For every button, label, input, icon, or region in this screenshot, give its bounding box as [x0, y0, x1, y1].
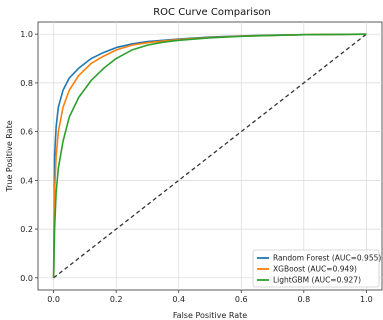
- series-line-2: [52, 33, 367, 278]
- x-axis-label: False Positive Rate: [173, 311, 247, 320]
- reference-line-group: [53, 33, 367, 279]
- y-tick-label: 1.0: [20, 30, 33, 39]
- y-tick-label: 0.0: [20, 274, 33, 283]
- legend: Random Forest (AUC=0.955) XGBoost (AUC=0.…: [252, 249, 381, 288]
- x-tick-label: 0.4: [172, 295, 185, 304]
- legend-label-1: XGBoost (AUC=0.949): [273, 265, 357, 274]
- y-axis-label: True Positive Rate: [5, 120, 14, 192]
- y-tick-label: 0.6: [20, 128, 33, 137]
- y-axis-ticks: 0.0 0.2 0.4 0.6 0.8 1.0: [20, 30, 38, 283]
- x-tick-label: 0.0: [47, 295, 60, 304]
- x-tick-label: 1.0: [360, 295, 373, 304]
- chart-title: ROC Curve Comparison: [153, 7, 271, 18]
- x-axis-ticks: 0.0 0.2 0.4 0.6 0.8 1.0: [47, 290, 373, 304]
- reference-diagonal-line: [53, 33, 367, 279]
- legend-box: [252, 249, 380, 288]
- y-tick-label: 0.8: [20, 79, 33, 88]
- legend-label-2: LightGBM (AUC=0.927): [273, 276, 361, 285]
- x-tick-label: 0.8: [297, 295, 310, 304]
- x-tick-label: 0.2: [110, 295, 123, 304]
- series-group: [52, 33, 367, 278]
- y-tick-label: 0.2: [20, 225, 33, 234]
- y-tick-label: 0.4: [20, 176, 33, 185]
- legend-label-0: Random Forest (AUC=0.955): [273, 254, 381, 263]
- x-tick-label: 0.6: [235, 295, 248, 304]
